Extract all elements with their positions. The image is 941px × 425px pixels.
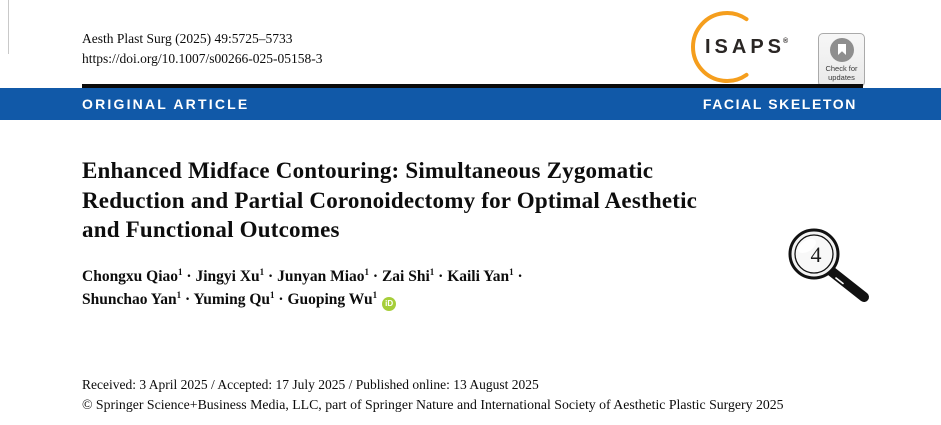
page-edge-line — [8, 0, 9, 54]
magnifier-annotation: 4 — [788, 228, 869, 302]
authors-line-2: Shunchao Yan1 · Yuming Qu1 · Guoping Wu1 — [82, 289, 378, 308]
isaps-ring-icon — [691, 11, 749, 83]
check-updates-label: Check for updates — [825, 64, 858, 82]
check-updates-badge[interactable]: Check for updates — [818, 33, 865, 87]
author-list: Chongxu Qiao1 · Jingyi Xu1 · Junyan Miao… — [82, 266, 722, 311]
section-label: FACIAL SKELETON — [702, 96, 857, 112]
journal-citation: Aesth Plast Surg (2025) 49:5725–5733 — [82, 31, 293, 46]
registered-mark: ® — [783, 38, 789, 45]
authors-line-2-wrap: Shunchao Yan1 · Yuming Qu1 · Guoping Wu1… — [82, 289, 722, 312]
title-line-2: Reduction and Partial Coronoidectomy for… — [82, 187, 698, 213]
author-name: Zai Shi1 — [381, 266, 435, 285]
author-name: Guoping Wu1 — [287, 289, 378, 308]
magnifier-number: 4 — [811, 242, 822, 267]
article-type-label: ORIGINAL ARTICLE — [82, 96, 250, 112]
author-name: Jingyi Xu1 — [195, 266, 265, 285]
doi-link[interactable]: https://doi.org/10.1007/s00266-025-05158… — [82, 51, 323, 66]
article-dates: Received: 3 April 2025 / Accepted: 17 Ju… — [82, 377, 539, 392]
article-title: Enhanced Midface Contouring: Simultaneou… — [82, 156, 802, 245]
title-line-3: and Functional Outcomes — [82, 217, 340, 242]
author-name: Kaili Yan1 — [447, 266, 514, 285]
author-name: Shunchao Yan1 — [82, 289, 182, 308]
citation-block: Aesth Plast Surg (2025) 49:5725–5733 htt… — [82, 29, 323, 69]
isaps-logo-text: ISAPS® — [705, 36, 789, 58]
author-name: Yuming Qu1 — [193, 289, 275, 308]
isaps-logo: ISAPS® — [685, 10, 820, 86]
title-line-1: Enhanced Midface Contouring: Simultaneou… — [82, 158, 654, 183]
magnifier-handle — [826, 266, 869, 302]
header-rule — [82, 84, 863, 88]
section-banner: ORIGINAL ARTICLE FACIAL SKELETON — [0, 88, 941, 120]
authors-line-1: Chongxu Qiao1 · Jingyi Xu1 · Junyan Miao… — [82, 266, 523, 285]
copyright-line: © Springer Science+Business Media, LLC, … — [82, 397, 784, 412]
bookmark-icon — [829, 38, 854, 62]
author-name: Chongxu Qiao1 — [82, 266, 183, 285]
orcid-icon[interactable]: iD — [382, 296, 397, 311]
author-name: Junyan Miao1 — [277, 266, 370, 285]
